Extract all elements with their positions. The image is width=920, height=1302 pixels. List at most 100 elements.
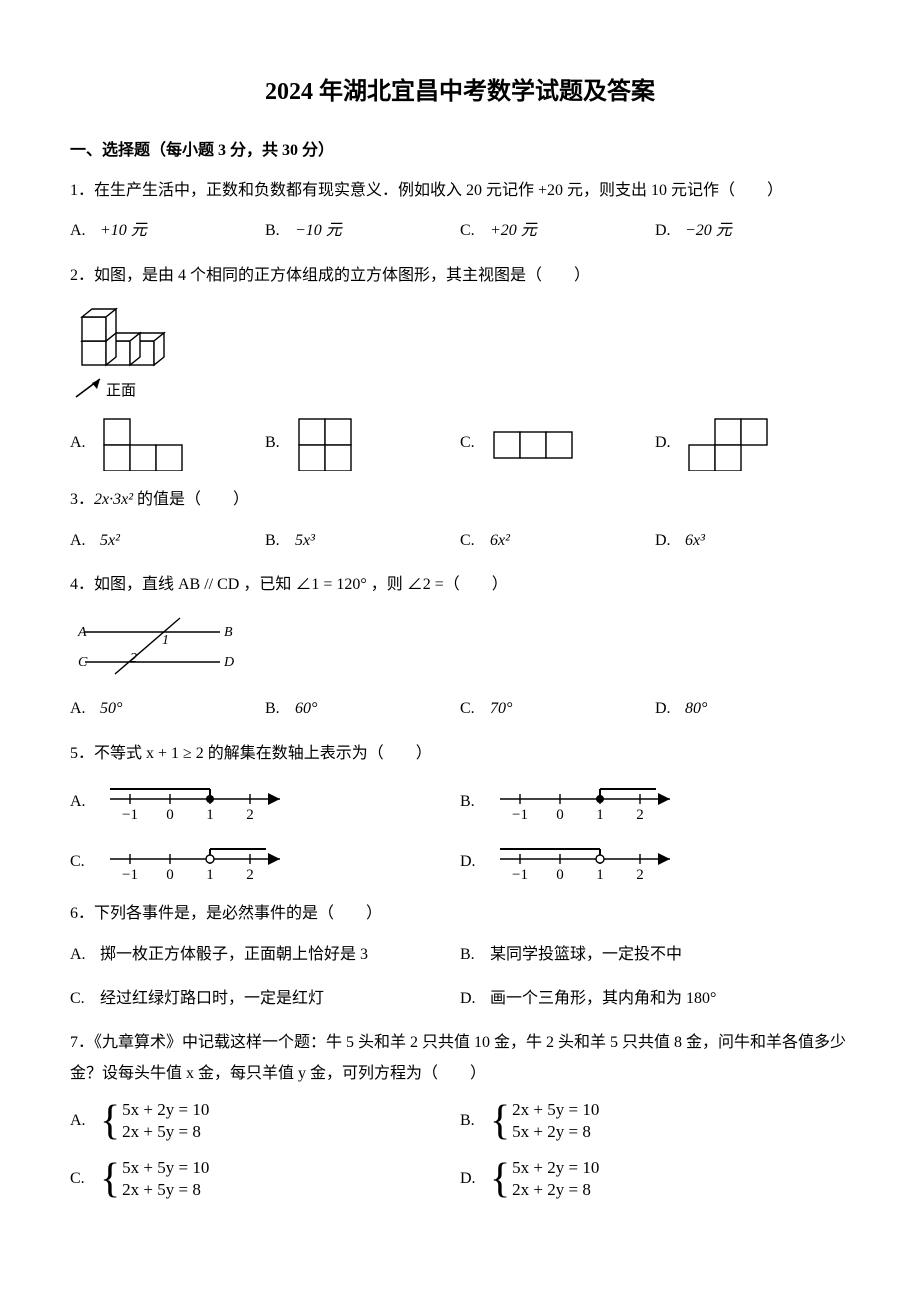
opt-label: A. [70,526,92,556]
q4-figure: A B C D 1 2 [70,614,240,684]
opt-label: B. [460,787,482,817]
opt-label: A. [70,216,92,246]
opt-label: B. [265,216,287,246]
opt-label: C. [460,216,482,246]
q7-opt-a: {5x + 2y = 102x + 5y = 8 [100,1099,209,1143]
q4-opt-a: 50° [100,694,122,724]
q1-options: A. +10 元 B. −10 元 C. +20 元 D. −20 元 [70,216,850,246]
q1-opt-c: +20 元 [490,216,537,246]
opt-label: B. [460,940,482,970]
q2-opt-c-fig [490,415,580,471]
question-6: 6．下列各事件是，是必然事件的是（ ） [70,899,850,929]
opt-label: C. [460,428,482,458]
svg-text:−1: −1 [512,807,528,823]
q5-options-row1: A. −1 0 1 2 B. −1 0 1 2 [70,779,850,825]
opt-label: B. [265,428,287,458]
q3-opt-a: 5x² [100,526,120,556]
opt-label: A. [70,694,92,724]
q6-opt-c: 经过红绿灯路口时，一定是红灯 [100,984,324,1014]
question-7: 7．《九章算术》中记载这样一个题：牛 5 头和羊 2 只共值 10 金，牛 2 … [70,1028,850,1089]
opt-label: A. [70,428,92,458]
opt-label: D. [460,984,482,1014]
q1-opt-a: +10 元 [100,216,147,246]
q7-options-row2: C. {5x + 5y = 102x + 5y = 8 D. {5x + 2y … [70,1157,850,1201]
question-3: 3．2x·3x² 的值是（ ） [70,485,850,515]
section-heading: 一、选择题（每小题 3 分，共 30 分） [70,136,850,166]
svg-text:D: D [223,655,234,670]
opt-label: D. [460,1164,482,1194]
q2-opt-a-fig [100,415,190,471]
svg-text:1: 1 [206,807,214,823]
q5-opt-a-fig: −1 0 1 2 [100,779,290,825]
q3-options: A. 5x² B. 5x³ C. 6x² D. 6x³ [70,526,850,556]
q6-options-row1: A. 掷一枚正方体骰子，正面朝上恰好是 3 B. 某同学投篮球，一定投不中 [70,940,850,970]
q3-opt-c: 6x² [490,526,510,556]
opt-label: B. [265,694,287,724]
svg-text:0: 0 [166,867,174,883]
svg-text:0: 0 [556,807,564,823]
q1-opt-d: −20 元 [685,216,732,246]
opt-label: B. [460,1106,482,1136]
q2-3d-figure: 正面 [70,305,190,405]
svg-text:2: 2 [636,807,644,823]
q5-opt-d-fig: −1 0 1 2 [490,839,680,885]
q3-opt-d: 6x³ [685,526,705,556]
svg-text:1: 1 [206,867,214,883]
q6-opt-d: 画一个三角形，其内角和为 180° [490,984,716,1014]
q7-opt-c: {5x + 5y = 102x + 5y = 8 [100,1157,209,1201]
svg-text:C: C [78,655,88,670]
svg-text:2: 2 [246,867,254,883]
opt-label: D. [655,694,677,724]
q5-opt-c-fig: −1 0 1 2 [100,839,290,885]
q5-options-row2: C. −1 0 1 2 D. −1 0 1 2 [70,839,850,885]
question-4: 4．如图，直线 AB // CD ，已知 ∠1 = 120° ，则 ∠2 =（ … [70,570,850,600]
question-5: 5．不等式 x + 1 ≥ 2 的解集在数轴上表示为（ ） [70,739,850,769]
opt-label: D. [460,847,482,877]
opt-label: A. [70,1106,92,1136]
q3-opt-b: 5x³ [295,526,315,556]
q6-opt-a: 掷一枚正方体骰子，正面朝上恰好是 3 [100,940,368,970]
svg-text:2: 2 [246,807,254,823]
q2-opt-d-fig [685,415,775,471]
q7-opt-b: {2x + 5y = 105x + 2y = 8 [490,1099,599,1143]
q2-opt-b-fig [295,415,385,471]
svg-text:2: 2 [130,651,137,666]
q2-options: A. B. C. D. [70,415,850,471]
q4-opt-c: 70° [490,694,512,724]
svg-text:0: 0 [556,867,564,883]
q6-opt-b: 某同学投篮球，一定投不中 [490,940,682,970]
q1-opt-b: −10 元 [295,216,342,246]
opt-label: C. [70,984,92,1014]
opt-label: C. [460,526,482,556]
page-title: 2024 年湖北宜昌中考数学试题及答案 [70,70,850,116]
svg-text:1: 1 [162,633,169,648]
opt-label: B. [265,526,287,556]
opt-label: C. [70,847,92,877]
opt-label: C. [460,694,482,724]
svg-text:−1: −1 [512,867,528,883]
q6-options-row2: C. 经过红绿灯路口时，一定是红灯 D. 画一个三角形，其内角和为 180° [70,984,850,1014]
svg-text:1: 1 [596,807,604,823]
opt-label: A. [70,787,92,817]
opt-label: D. [655,526,677,556]
svg-text:B: B [224,625,233,640]
svg-text:−1: −1 [122,807,138,823]
svg-text:0: 0 [166,807,174,823]
svg-text:1: 1 [596,867,604,883]
svg-text:正面: 正面 [106,383,136,399]
q7-options-row1: A. {5x + 2y = 102x + 5y = 8 B. {2x + 5y … [70,1099,850,1143]
q4-opt-d: 80° [685,694,707,724]
q5-opt-b-fig: −1 0 1 2 [490,779,680,825]
svg-text:2: 2 [636,867,644,883]
q4-opt-b: 60° [295,694,317,724]
question-2: 2．如图，是由 4 个相同的正方体组成的立方体图形，其主视图是（ ） [70,261,850,291]
opt-label: A. [70,940,92,970]
opt-label: D. [655,428,677,458]
svg-text:A: A [77,625,87,640]
opt-label: C. [70,1164,92,1194]
q4-options: A. 50° B. 60° C. 70° D. 80° [70,694,850,724]
opt-label: D. [655,216,677,246]
svg-text:−1: −1 [122,867,138,883]
q7-opt-d: {5x + 2y = 102x + 2y = 8 [490,1157,599,1201]
question-1: 1．在生产生活中，正数和负数都有现实意义．例如收入 20 元记作 +20 元，则… [70,176,850,206]
